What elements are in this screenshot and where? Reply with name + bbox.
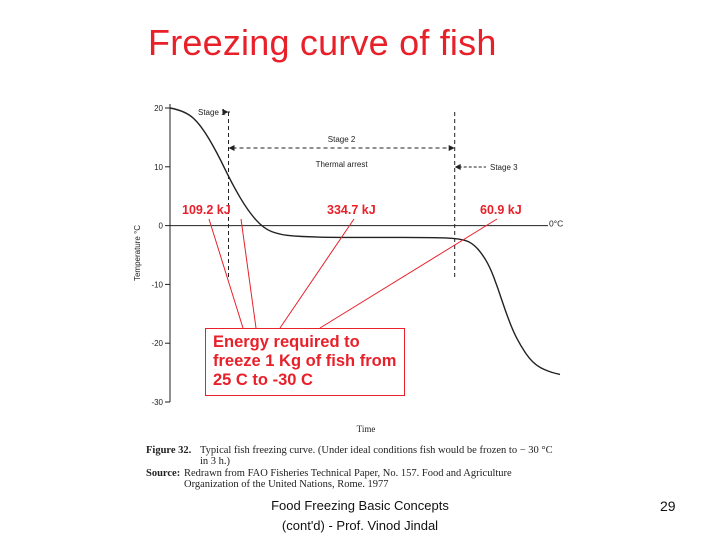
x-axis-label: Time <box>357 424 376 434</box>
energy-label-3: 60.9 kJ <box>480 203 522 217</box>
y-tick-label: 20 <box>154 104 163 113</box>
figure-caption-line-2: in 3 h.) <box>200 456 231 467</box>
y-tick-label: -20 <box>151 339 163 348</box>
energy-leader-line-2 <box>240 218 257 329</box>
footer-line-2: (cont'd) - Prof. Vinod Jindal <box>281 518 439 533</box>
figure-caption-line-1: Typical fish freezing curve. (Under idea… <box>200 445 553 456</box>
stage-1-arrowhead <box>222 109 229 115</box>
y-tick-label: 10 <box>154 163 163 172</box>
slide-title: Freezing curve of fish <box>148 22 497 63</box>
y-tick-label: -30 <box>151 398 163 407</box>
stage-2-arrowhead-right <box>448 145 455 151</box>
figure-label: Figure 32. <box>146 445 192 456</box>
energy-label-1: 109.2 kJ <box>182 203 231 217</box>
thermal-arrest-label: Thermal arrest <box>316 160 369 169</box>
zero-reference-label: 0°C <box>549 219 563 229</box>
source-line-2: Organization of the United Nations, Rome… <box>184 479 389 490</box>
footer-line-1: Food Freezing Basic Concepts <box>271 498 449 513</box>
callout-line-2: freeze 1 Kg of fish from <box>213 352 397 370</box>
stage-2-label: Stage 2 <box>328 135 356 144</box>
stage-1-label: Stage 1 <box>198 108 226 117</box>
callout-line-3: 25 C to -30 C <box>213 371 313 389</box>
slide-footer: Food Freezing Basic Concepts (cont'd) - … <box>230 496 490 536</box>
page-number: 29 <box>660 498 676 514</box>
callout-line-1: Energy required to <box>213 333 360 351</box>
source-label: Source: <box>146 468 181 479</box>
y-axis-label: Temperature °C <box>133 225 142 281</box>
y-tick-label: -10 <box>151 280 163 289</box>
source-line-1: Redrawn from FAO Fisheries Technical Pap… <box>184 468 512 479</box>
y-tick-label: 0 <box>159 222 164 231</box>
energy-leader-line-1 <box>208 218 244 329</box>
energy-callout-box: Energy required to freeze 1 Kg of fish f… <box>205 328 405 396</box>
stage-2-arrowhead-left <box>228 145 235 151</box>
freezing-curve-line <box>169 107 561 376</box>
energy-leader-line-3 <box>279 218 355 329</box>
energy-leader-line-4 <box>319 218 498 329</box>
energy-label-2: 334.7 kJ <box>327 203 376 217</box>
stage-3-label: Stage 3 <box>490 163 518 172</box>
stage-3-arrowhead <box>454 164 461 170</box>
